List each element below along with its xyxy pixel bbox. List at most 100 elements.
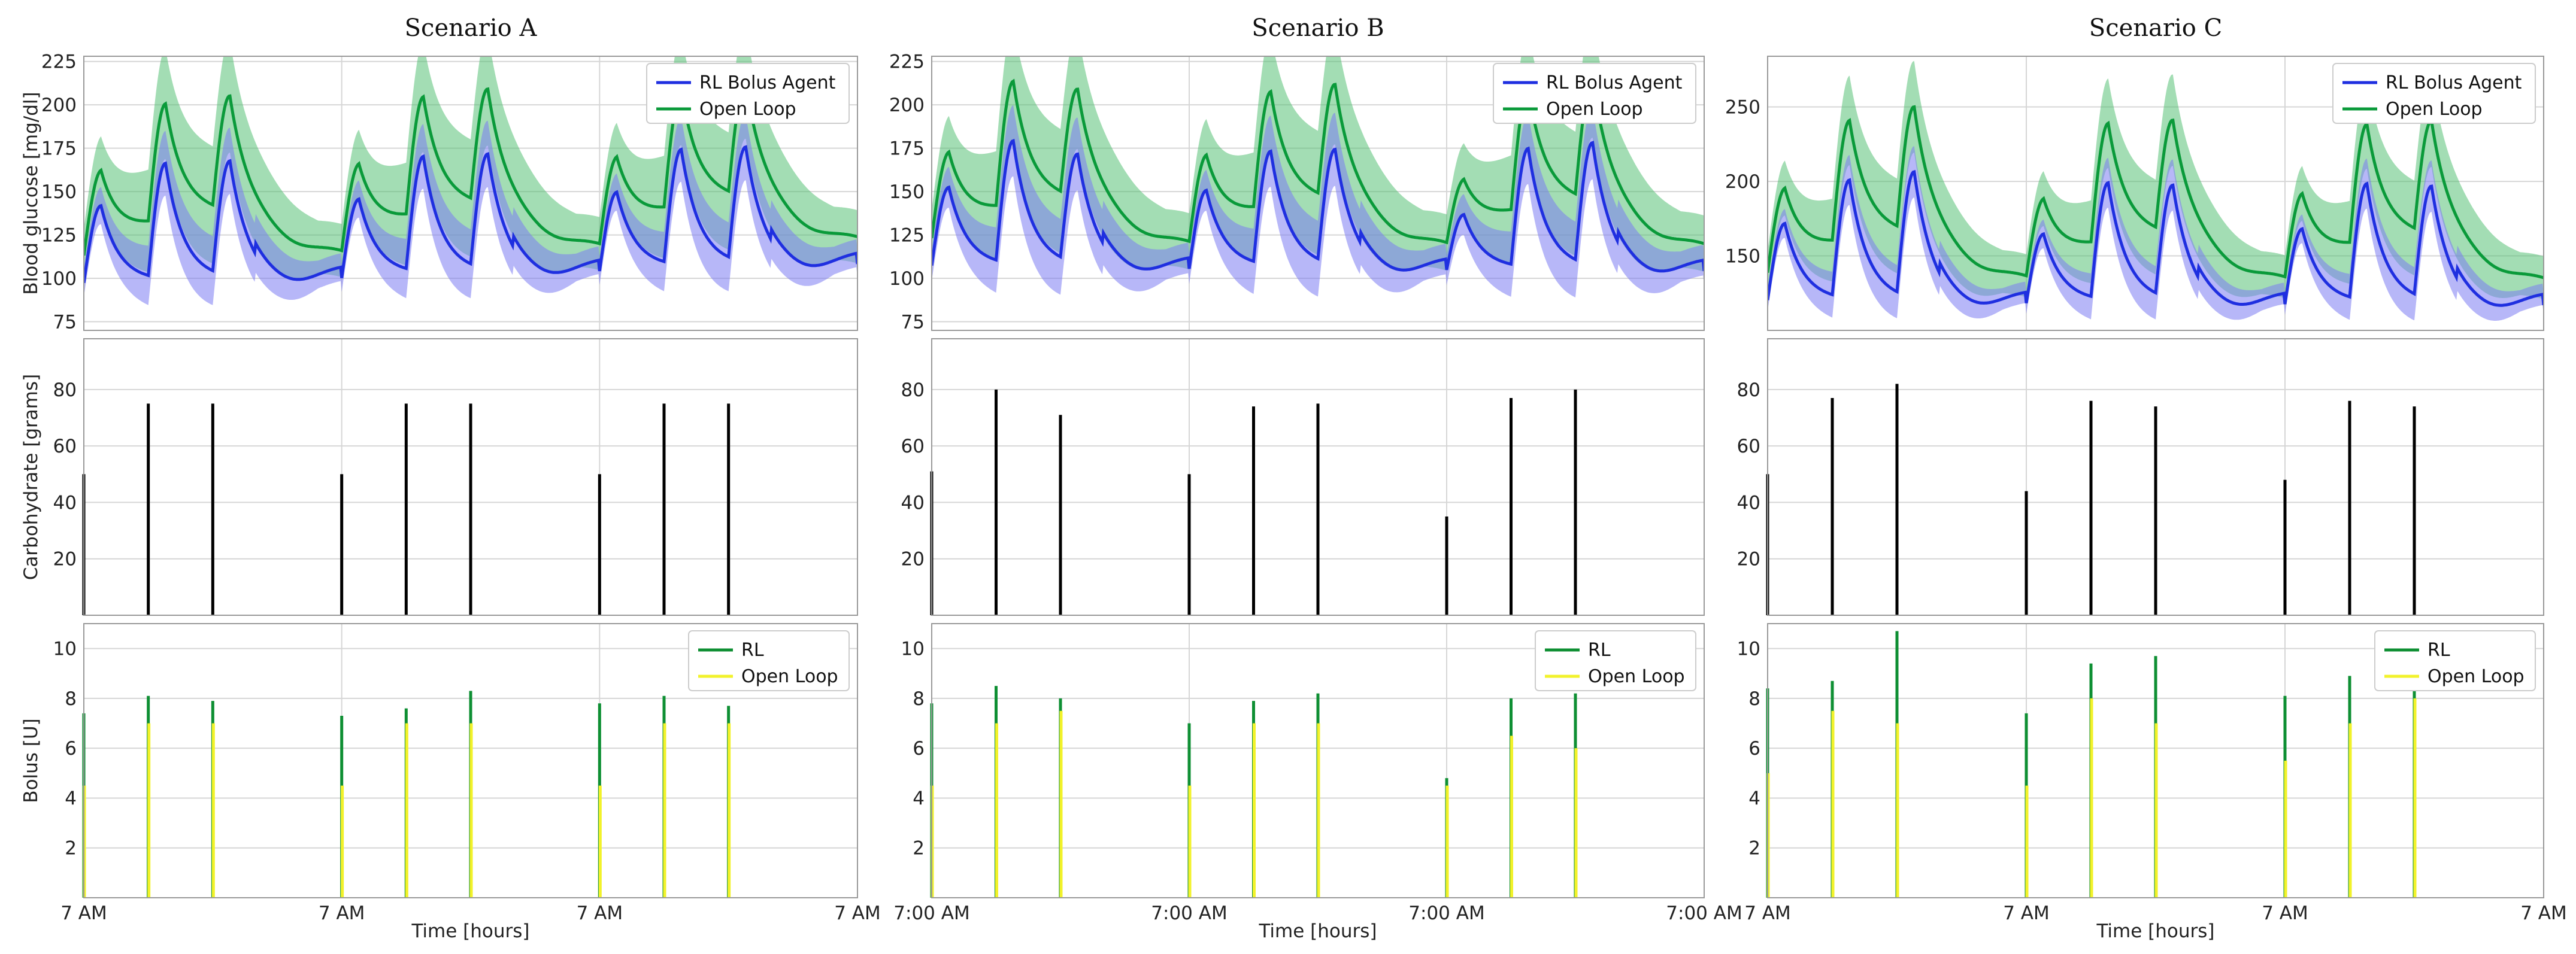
bolus-ytick-label: 4 bbox=[65, 788, 77, 809]
glucose-plot-area bbox=[84, 56, 857, 305]
rl-band bbox=[1768, 146, 2544, 321]
glucose-ytick-label: 75 bbox=[901, 312, 925, 333]
carbs-frame bbox=[83, 338, 858, 616]
open-loop-series-line bbox=[932, 75, 1704, 245]
carbs-ytick-label: 60 bbox=[53, 436, 77, 457]
xtick-label: 7 AM bbox=[1744, 903, 1791, 924]
bolus-ytick-label: 8 bbox=[65, 688, 77, 710]
carbs-ytick-label: 60 bbox=[1737, 436, 1760, 457]
rl-series-line bbox=[932, 138, 1704, 273]
bolus-legend: RL Open Loop bbox=[1535, 630, 1696, 691]
glucose-ytick-label: 150 bbox=[1725, 246, 1760, 268]
carbs-axes: 20 40 60 80 Carbohydrate [grams] bbox=[20, 339, 858, 615]
carbs-ylabel: Carbohydrate [grams] bbox=[20, 374, 42, 580]
open-loop-series-line bbox=[84, 80, 857, 256]
glucose-ytick-label: 175 bbox=[889, 138, 925, 160]
panel-title: Scenario B bbox=[1251, 14, 1384, 42]
xtick-label: 7 AM bbox=[834, 903, 881, 924]
bolus-ytick-label: 2 bbox=[913, 838, 925, 859]
xtick-label: 7 AM bbox=[577, 903, 623, 924]
scenario-panel-1: Scenario B 75 100 125 150 175 200 225 RL Bolus A… bbox=[889, 14, 1742, 942]
glucose-ytick-label: 225 bbox=[41, 51, 77, 73]
glucose-ytick-label: 150 bbox=[889, 181, 925, 203]
xtick-label: 7 AM bbox=[2262, 903, 2308, 924]
legend-label: Open Loop bbox=[1588, 666, 1685, 687]
legend-label: Open Loop bbox=[2386, 99, 2483, 120]
glucose-plot-area bbox=[932, 56, 1704, 297]
legend-label: Open Loop bbox=[741, 666, 838, 687]
xtick-label: 7 AM bbox=[319, 903, 365, 924]
legend-label: RL bbox=[2427, 640, 2450, 661]
carbs-axes: 20 40 60 80 bbox=[901, 339, 1705, 615]
glucose-ytick-label: 75 bbox=[53, 312, 77, 333]
carbs-ytick-label: 40 bbox=[901, 492, 925, 514]
legend-label: Open Loop bbox=[1546, 99, 1643, 120]
legend-box bbox=[1493, 63, 1696, 124]
glucose-legend: RL Bolus Agent Open Loop bbox=[1493, 63, 1696, 124]
carbs-ytick-label: 20 bbox=[53, 549, 77, 570]
legend-box bbox=[646, 63, 850, 124]
glucose-ytick-label: 175 bbox=[41, 138, 77, 160]
xtick-label: 7:00 AM bbox=[1151, 903, 1227, 924]
rl-series-line bbox=[1768, 170, 2544, 307]
carbs-ytick-label: 20 bbox=[1737, 549, 1760, 570]
glucose-plot-area bbox=[1768, 61, 2544, 321]
glucose-frame bbox=[931, 56, 1705, 331]
glucose-ytick-label: 125 bbox=[889, 225, 925, 247]
bolus-ytick-label: 2 bbox=[65, 838, 77, 859]
glucose-ytick-label: 200 bbox=[41, 95, 77, 116]
bolus-ytick-label: 6 bbox=[65, 738, 77, 759]
legend-label: RL Bolus Agent bbox=[2386, 72, 2522, 93]
bolus-ylabel: Bolus [U] bbox=[20, 718, 42, 803]
bolus-frame bbox=[1767, 623, 2544, 898]
bolus-ytick-label: 6 bbox=[913, 738, 925, 759]
panel-title: Scenario C bbox=[2089, 14, 2222, 42]
legend-box bbox=[2332, 63, 2536, 124]
carbs-frame bbox=[931, 338, 1705, 616]
xtick-label: 7 AM bbox=[60, 903, 107, 924]
bolus-ytick-label: 2 bbox=[1748, 838, 1760, 859]
xtick-label: 7:00 AM bbox=[893, 903, 969, 924]
x-axis-label: Time [hours] bbox=[2096, 920, 2214, 942]
xtick-label: 7:00 AM bbox=[1408, 903, 1484, 924]
glucose-ylabel: Blood glucose [mg/dl] bbox=[20, 92, 42, 294]
bolus-ytick-label: 6 bbox=[1748, 738, 1760, 759]
carbs-frame bbox=[1767, 338, 2544, 616]
carbs-ytick-label: 80 bbox=[901, 379, 925, 401]
glucose-frame bbox=[83, 56, 858, 331]
scenario-panel-2: Scenario C 150 200 250 RL Bolus Agent Open Lo… bbox=[1725, 14, 2567, 942]
carbs-ytick-label: 80 bbox=[1737, 379, 1760, 401]
x-axis-label: Time [hours] bbox=[411, 920, 529, 942]
glucose-ytick-label: 200 bbox=[1725, 171, 1760, 193]
panel-title: Scenario A bbox=[405, 14, 538, 42]
glucose-ytick-label: 225 bbox=[889, 51, 925, 73]
scenario-panel-0: Scenario A 75 100 125 150 175 200 225 Blood gluc… bbox=[20, 14, 881, 942]
open-loop-series-line bbox=[1768, 105, 2544, 279]
legend-label: RL Bolus Agent bbox=[1546, 72, 1683, 93]
bolus-ytick-label: 4 bbox=[1748, 788, 1760, 809]
glucose-frame bbox=[1767, 56, 2544, 331]
bolus-ytick-label: 8 bbox=[913, 688, 925, 710]
xtick-label: 7 AM bbox=[2520, 903, 2567, 924]
legend-label: RL Bolus Agent bbox=[699, 72, 836, 93]
x-axis-label: Time [hours] bbox=[1258, 920, 1377, 942]
legend-label: Open Loop bbox=[699, 99, 796, 120]
xtick-label: 7:00 AM bbox=[1666, 903, 1742, 924]
glucose-legend: RL Bolus Agent Open Loop bbox=[2332, 63, 2536, 124]
carbs-ytick-label: 40 bbox=[1737, 492, 1760, 514]
carbs-axes: 20 40 60 80 bbox=[1737, 339, 2544, 615]
carbs-ytick-label: 80 bbox=[53, 379, 77, 401]
rl-series-line bbox=[84, 145, 857, 284]
bolus-legend: RL Open Loop bbox=[2374, 630, 2536, 691]
glucose-ytick-label: 150 bbox=[41, 181, 77, 203]
glucose-ytick-label: 125 bbox=[41, 225, 77, 247]
bolus-frame bbox=[83, 623, 858, 898]
legend-label: RL bbox=[741, 640, 764, 661]
legend-label: RL bbox=[1588, 640, 1611, 661]
glucose-ytick-label: 100 bbox=[41, 268, 77, 290]
bolus-ytick-label: 10 bbox=[901, 639, 925, 660]
carbs-ytick-label: 20 bbox=[901, 549, 925, 570]
glucose-ytick-label: 100 bbox=[889, 268, 925, 290]
glucose-ytick-label: 200 bbox=[889, 95, 925, 116]
